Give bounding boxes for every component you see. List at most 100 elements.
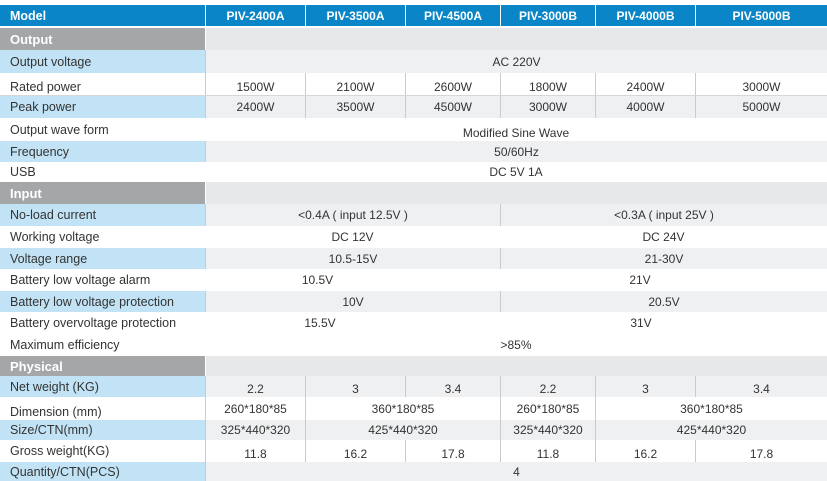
peak-power-2: 3500W <box>305 96 405 118</box>
row-usb: USB DC 5V 1A <box>0 162 827 182</box>
header-model-1: PIV-2400A <box>205 5 305 26</box>
gross-weight-4: 11.8 <box>500 440 595 462</box>
header-model-2: PIV-3500A <box>305 5 405 26</box>
row-label: Battery low voltage protection <box>0 291 205 312</box>
rated-power-3: 2600W <box>405 73 500 95</box>
row-size-ctn: Size/CTN(mm) 325*440*320 425*440*320 325… <box>0 420 827 440</box>
header-model-5: PIV-4000B <box>595 5 695 26</box>
rated-power-6: 3000W <box>695 73 827 95</box>
row-label: Net weight (KG) <box>0 376 205 397</box>
peak-power-6: 5000W <box>695 96 827 118</box>
net-weight-3: 3.4 <box>405 376 500 397</box>
frequency-value: 50/60Hz <box>205 141 827 162</box>
net-weight-1: 2.2 <box>205 376 305 397</box>
dimension-3: 260*180*85 <box>500 397 595 420</box>
size-ctn-3: 325*440*320 <box>500 420 595 440</box>
output-voltage-value: AC 220V <box>205 50 827 73</box>
row-net-weight: Net weight (KG) 2.2 3 3.4 2.2 3 3.4 <box>0 376 827 397</box>
header-row: Model PIV-2400A PIV-3500A PIV-4500A PIV-… <box>0 5 827 26</box>
row-label: No-load current <box>0 204 205 226</box>
row-label: Size/CTN(mm) <box>0 420 205 440</box>
net-weight-5: 3 <box>595 376 695 397</box>
section-physical: Physical <box>0 356 827 376</box>
low-voltage-alarm-a: 10.5V <box>205 269 430 291</box>
row-label: Working voltage <box>0 226 205 248</box>
size-ctn-4: 425*440*320 <box>595 420 827 440</box>
low-voltage-protection-a: 10V <box>205 291 500 312</box>
section-input-fill <box>205 182 827 204</box>
row-label: Battery low voltage alarm <box>0 269 205 291</box>
header-model-3: PIV-4500A <box>405 5 500 26</box>
row-quantity: Quantity/CTN(PCS) 4 <box>0 462 827 481</box>
row-frequency: Frequency 50/60Hz <box>0 141 827 162</box>
size-ctn-2: 425*440*320 <box>305 420 500 440</box>
overvoltage-protection-a: 15.5V <box>205 312 435 334</box>
no-load-current-a: <0.4A ( input 12.5V ) <box>205 204 500 226</box>
rated-power-5: 2400W <box>595 73 695 95</box>
row-output-voltage: Output voltage AC 220V <box>0 50 827 73</box>
working-voltage-a: DC 12V <box>205 226 500 248</box>
row-dimension: Dimension (mm) 260*180*85 360*180*85 260… <box>0 397 827 420</box>
net-weight-6: 3.4 <box>695 376 827 397</box>
row-label: Gross weight(KG) <box>0 440 205 462</box>
section-input-title: Input <box>10 185 42 201</box>
peak-power-4: 3000W <box>500 96 595 118</box>
row-working-voltage: Working voltage DC 12V DC 24V <box>0 226 827 248</box>
row-low-voltage-alarm: Battery low voltage alarm 10.5V 21V <box>0 269 827 291</box>
peak-power-5: 4000W <box>595 96 695 118</box>
size-ctn-1: 325*440*320 <box>205 420 305 440</box>
no-load-current-b: <0.3A ( input 25V ) <box>500 204 827 226</box>
dimension-4: 360*180*85 <box>595 397 827 420</box>
net-weight-2: 3 <box>305 376 405 397</box>
quantity-value: 4 <box>205 462 827 481</box>
row-label: Dimension (mm) <box>0 397 205 420</box>
row-label: USB <box>0 162 205 182</box>
gross-weight-5: 16.2 <box>595 440 695 462</box>
voltage-range-a: 10.5-15V <box>205 248 500 269</box>
row-label: Voltage range <box>0 248 205 269</box>
row-label: Battery overvoltage protection <box>0 312 205 334</box>
header-model-6: PIV-5000B <box>695 5 827 26</box>
row-rated-power: Rated power 1500W 2100W 2600W 1800W 2400… <box>0 73 827 96</box>
header-model-4: PIV-3000B <box>500 5 595 26</box>
section-output-title: Output <box>10 31 53 47</box>
section-input: Input <box>0 182 827 204</box>
peak-power-3: 4500W <box>405 96 500 118</box>
working-voltage-b: DC 24V <box>500 226 827 248</box>
rated-power-1: 1500W <box>205 73 305 95</box>
voltage-range-b: 21-30V <box>500 248 827 269</box>
wave-form-value: Modified Sine Wave <box>205 118 827 141</box>
dimension-1: 260*180*85 <box>205 397 305 420</box>
row-overvoltage-protection: Battery overvoltage protection 15.5V 31V <box>0 312 827 334</box>
gross-weight-1: 11.8 <box>205 440 305 462</box>
dimension-2: 360*180*85 <box>305 397 500 420</box>
row-label: Output voltage <box>0 50 205 73</box>
row-label: Output wave form <box>0 118 205 141</box>
gross-weight-6: 17.8 <box>695 440 827 462</box>
section-output: Output <box>0 28 827 50</box>
peak-power-1: 2400W <box>205 96 305 118</box>
row-label: Maximum efficiency <box>0 334 205 356</box>
row-no-load-current: No-load current <0.4A ( input 12.5V ) <0… <box>0 204 827 226</box>
row-label: Quantity/CTN(PCS) <box>0 462 205 481</box>
row-gross-weight: Gross weight(KG) 11.8 16.2 17.8 11.8 16.… <box>0 440 827 462</box>
row-label: Rated power <box>0 73 205 95</box>
overvoltage-protection-b: 31V <box>500 312 782 334</box>
row-low-voltage-protection: Battery low voltage protection 10V 20.5V <box>0 291 827 312</box>
row-label: Frequency <box>0 141 205 162</box>
low-voltage-alarm-b: 21V <box>500 269 780 291</box>
row-max-efficiency: Maximum efficiency >85% <box>0 334 827 356</box>
rated-power-4: 1800W <box>500 73 595 95</box>
rated-power-2: 2100W <box>305 73 405 95</box>
low-voltage-protection-b: 20.5V <box>500 291 827 312</box>
max-efficiency-value: >85% <box>205 334 827 356</box>
gross-weight-3: 17.8 <box>405 440 500 462</box>
gross-weight-2: 16.2 <box>305 440 405 462</box>
section-output-fill <box>205 28 827 50</box>
usb-value: DC 5V 1A <box>205 162 827 182</box>
net-weight-4: 2.2 <box>500 376 595 397</box>
section-physical-title: Physical <box>10 358 63 374</box>
row-voltage-range: Voltage range 10.5-15V 21-30V <box>0 248 827 269</box>
header-model-label: Model <box>10 8 47 23</box>
